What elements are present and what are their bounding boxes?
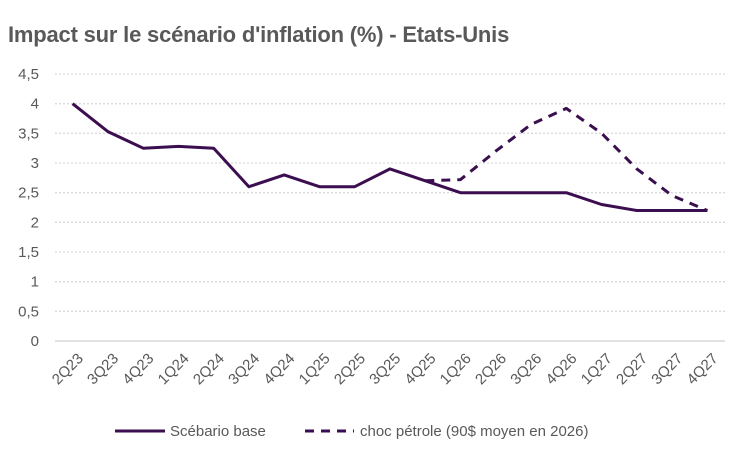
y-tick-label: 3,5: [18, 125, 39, 142]
y-tick-label: 2: [31, 214, 39, 231]
x-tick-label: 3Q27: [648, 350, 686, 388]
y-tick-label: 4,5: [18, 66, 39, 83]
x-tick-label: 2Q26: [472, 350, 510, 388]
legend: Scébario base choc pétrole (90$ moyen en…: [115, 423, 588, 440]
y-axis-tick-labels: 0 0,5 1 1,5 2 2,5 3 3,5 4 4,5: [18, 66, 39, 350]
y-tick-label: 0: [31, 333, 39, 350]
x-tick-label: 3Q26: [507, 350, 545, 388]
x-tick-label: 2Q27: [613, 350, 651, 388]
y-tick-label: 4: [31, 96, 39, 113]
y-tick-label: 2,5: [18, 185, 39, 202]
series-line-choc: [425, 106, 708, 212]
series-lines: [71, 102, 708, 212]
x-tick-label: 2Q25: [331, 350, 369, 388]
x-tick-label: 4Q25: [401, 350, 439, 388]
x-tick-label: 4Q24: [260, 350, 298, 388]
legend-label-base: Scébario base: [170, 423, 266, 440]
x-tick-label: 1Q26: [437, 350, 475, 388]
x-tick-label: 3Q24: [225, 350, 263, 388]
series-line-base: [71, 102, 708, 212]
x-tick-label: 1Q25: [296, 350, 334, 388]
x-tick-label: 2Q23: [49, 350, 87, 388]
y-tick-label: 1: [31, 274, 39, 291]
legend-label-choc: choc pétrole (90$ moyen en 2026): [360, 423, 588, 440]
x-axis-tick-labels: 2Q233Q234Q231Q242Q243Q244Q241Q252Q253Q25…: [49, 350, 722, 388]
x-tick-label: 1Q27: [578, 350, 616, 388]
gridlines: [55, 73, 725, 342]
y-tick-label: 3: [31, 155, 39, 172]
x-tick-label: 3Q25: [366, 350, 404, 388]
x-tick-label: 4Q23: [119, 350, 157, 388]
x-tick-label: 4Q26: [543, 350, 581, 388]
x-tick-label: 2Q24: [190, 350, 228, 388]
x-tick-label: 1Q24: [155, 350, 193, 388]
y-tick-label: 0,5: [18, 303, 39, 320]
chart-title: Impact sur le scénario d'inflation (%) -…: [8, 22, 510, 47]
x-tick-label: 3Q23: [84, 350, 122, 388]
y-tick-label: 1,5: [18, 244, 39, 261]
x-tick-label: 4Q27: [684, 350, 722, 388]
